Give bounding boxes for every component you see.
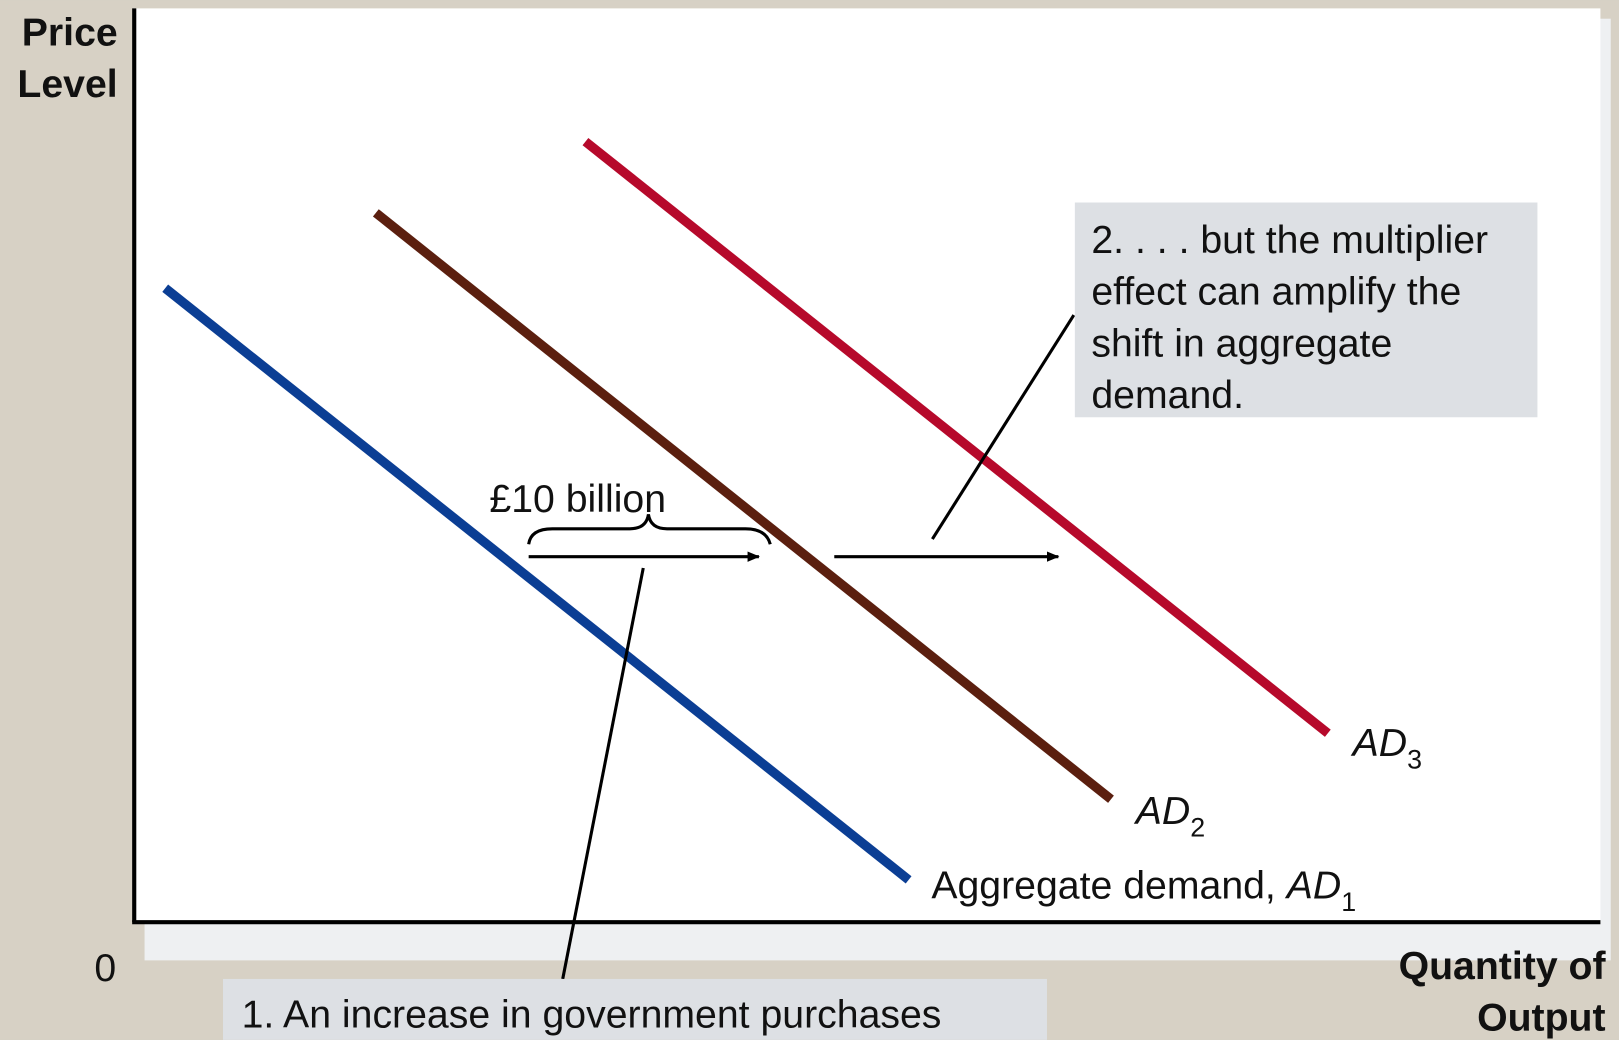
curve-label: Aggregate demand, AD1	[931, 863, 1356, 916]
callout-text: effect can amplify the	[1091, 270, 1461, 314]
label-name: AD	[1134, 789, 1190, 833]
plot-area	[134, 8, 1601, 923]
label-sub: 1	[1341, 887, 1356, 917]
label-text: Aggregate demand,	[931, 863, 1286, 907]
origin-label: 0	[94, 946, 116, 990]
y-axis-label: Level	[17, 62, 117, 106]
leader-line	[931, 314, 1076, 540]
brace	[527, 514, 772, 545]
callout-text: 2. . . . but the multiplier	[1091, 218, 1488, 262]
label-name: AD	[1285, 863, 1341, 907]
callout-text: demand.	[1091, 373, 1244, 417]
callout-box	[1074, 202, 1538, 418]
callout-text: shift in aggregate	[1091, 321, 1392, 365]
label-sub: 2	[1190, 812, 1205, 842]
callout-box	[223, 978, 1047, 1040]
x-axis-label: Quantity of	[1399, 944, 1607, 988]
leader-line	[561, 567, 645, 980]
x-axis-label: Output	[1477, 996, 1606, 1040]
ad-curve	[162, 284, 912, 884]
callout-text: 1. An increase in government purchases	[242, 992, 942, 1036]
y-axis-label: Price	[22, 11, 118, 55]
curve-label: AD2	[1134, 789, 1205, 842]
curve-label: AD3	[1351, 721, 1422, 774]
shift-label: £10 billion	[489, 477, 666, 521]
label-sub: 3	[1407, 744, 1422, 774]
label-name: AD	[1351, 721, 1407, 765]
ad-curve	[582, 137, 1331, 737]
ad-curve	[372, 209, 1114, 803]
